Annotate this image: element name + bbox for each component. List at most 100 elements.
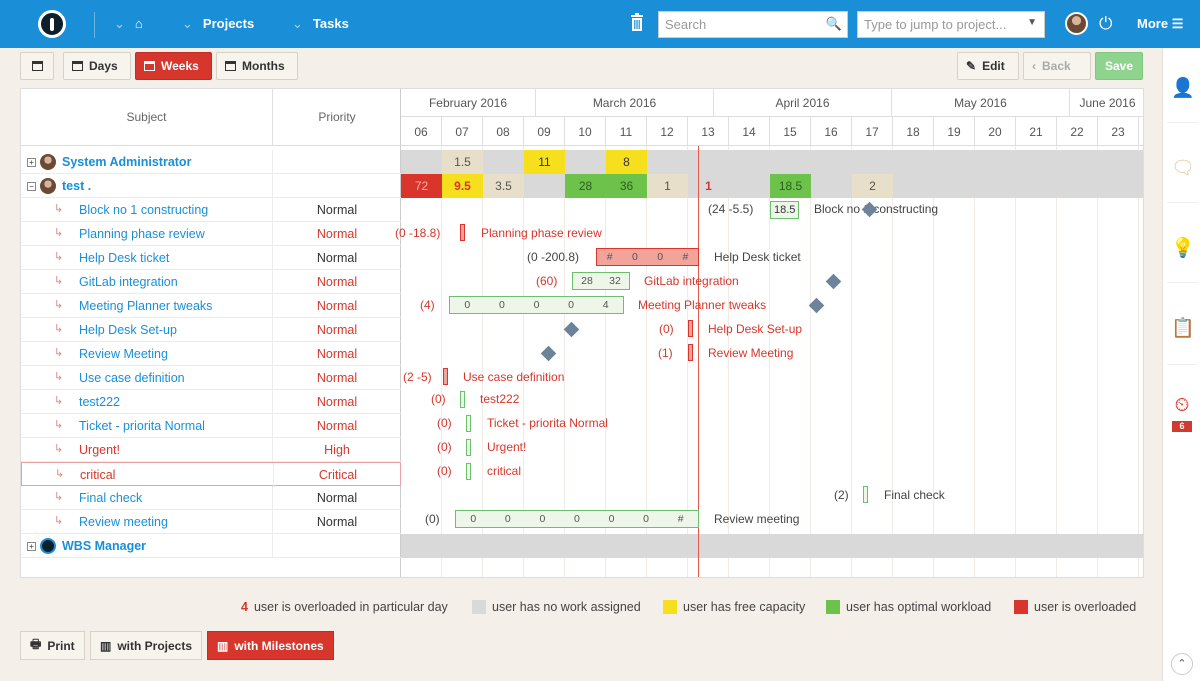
task-bar[interactable] <box>460 391 465 408</box>
print-button[interactable]: 🖶 Print <box>20 631 85 660</box>
more-menu[interactable]: More ☰ <box>1137 16 1183 32</box>
milestone-diamond[interactable] <box>540 345 557 362</box>
bar-value: 0 <box>539 513 546 525</box>
task-bar[interactable] <box>466 439 471 456</box>
search-input[interactable]: Search 🔍 <box>658 11 848 38</box>
task-subject-link[interactable]: Planning phase review <box>79 227 205 241</box>
user-name[interactable]: System Administrator <box>62 155 192 169</box>
table-row[interactable]: ↳ Urgent! High <box>21 438 401 462</box>
collapse-icon[interactable]: − <box>27 181 36 191</box>
table-row[interactable]: ↳ Ticket - priorita Normal Normal <box>21 414 401 438</box>
app-logo[interactable] <box>38 10 66 38</box>
table-row[interactable]: ↳ GitLab integration Normal <box>21 270 401 294</box>
table-row[interactable]: ↳ test222 Normal <box>21 390 401 414</box>
table-row[interactable]: ↳ Final check Normal <box>21 486 401 510</box>
task-bar[interactable]: 0 0 0 0 0 0 # <box>455 510 699 528</box>
user-name[interactable]: test . <box>62 179 92 193</box>
task-box[interactable]: 18.5 <box>770 201 800 219</box>
table-row[interactable]: ↳ Help Desk Set-up Normal <box>21 318 401 342</box>
task-subject-link[interactable]: critical <box>80 468 116 482</box>
user-row-system-administrator[interactable]: + System Administrator <box>21 150 401 174</box>
task-bar[interactable] <box>443 368 448 385</box>
table-row[interactable]: ↳ Planning phase review Normal <box>21 222 401 246</box>
lightbulb-icon[interactable]: 💡 <box>1171 238 1195 259</box>
task-subject-link[interactable]: Use case definition <box>79 371 185 385</box>
priority-column-header[interactable]: Priority <box>273 89 401 146</box>
task-label: Review meeting <box>714 512 800 526</box>
user-row-wbs-manager[interactable]: + WBS Manager <box>21 534 401 558</box>
table-row[interactable]: ↳ Block no 1 constructing Normal <box>21 198 401 222</box>
task-label: Ticket - priorita Normal <box>487 416 608 430</box>
edit-button[interactable]: ✎ Edit <box>957 52 1019 80</box>
user-row-test[interactable]: − test . <box>21 174 401 198</box>
milestone-diamond[interactable] <box>825 273 842 290</box>
legend-no-work: user has no work assigned <box>472 600 641 614</box>
clipboard-icon[interactable]: 📋 <box>1171 318 1195 339</box>
user-avatar[interactable] <box>1065 12 1088 35</box>
home-menu[interactable]: ⌄ ⌂ <box>114 16 143 32</box>
task-bar[interactable]: 28 32 <box>572 272 630 290</box>
scroll-up-icon[interactable]: ⌃ <box>1171 653 1193 675</box>
chat-icon[interactable]: 🗨 <box>1171 158 1196 179</box>
milestone-diamond[interactable] <box>563 321 580 338</box>
task-estimate: (2) <box>834 488 849 502</box>
task-subject-link[interactable]: Meeting Planner tweaks <box>79 299 213 313</box>
search-icon[interactable]: 🔍 <box>825 16 842 31</box>
expand-icon[interactable]: + <box>27 157 36 167</box>
milestone-diamond[interactable] <box>808 297 825 314</box>
projects-menu[interactable]: ⌄ Projects <box>182 16 254 32</box>
task-bar[interactable] <box>688 344 693 361</box>
task-bar[interactable]: 0 0 0 0 4 <box>449 296 624 314</box>
table-row[interactable]: ↳ Meeting Planner tweaks Normal <box>21 294 401 318</box>
save-button[interactable]: Save <box>1095 52 1143 80</box>
task-bar[interactable] <box>466 415 471 432</box>
jump-to-project-select[interactable]: Type to jump to project... ▼ <box>857 11 1045 38</box>
task-subject-link[interactable]: Urgent! <box>79 443 120 457</box>
table-row[interactable]: ↳ Help Desk ticket Normal <box>21 246 401 270</box>
table-row[interactable]: ↳ critical Critical <box>21 462 401 487</box>
months-button[interactable]: Months <box>216 52 298 80</box>
person-icon[interactable]: 👤 <box>1171 78 1195 99</box>
task-subject-link[interactable]: Review meeting <box>79 515 168 529</box>
chevron-down-icon: ⌄ <box>182 16 193 31</box>
trash-icon[interactable] <box>630 13 644 31</box>
task-bar[interactable] <box>460 224 465 241</box>
history-clock-icon[interactable]: ⏲ <box>1174 395 1190 416</box>
task-subject-link[interactable]: Final check <box>79 491 143 505</box>
task-bar[interactable] <box>466 463 471 480</box>
subject-column-header[interactable]: Subject <box>21 89 273 146</box>
task-bar[interactable]: #0 0 # <box>596 248 699 266</box>
calendar-button[interactable] <box>20 52 54 80</box>
week-label: 15 <box>770 117 811 146</box>
task-subject-link[interactable]: test222 <box>79 395 121 409</box>
bar-value: 4 <box>602 299 609 311</box>
table-row[interactable]: ↳ Review Meeting Normal <box>21 342 401 366</box>
task-subject-link[interactable]: Ticket - priorita Normal <box>79 419 205 433</box>
task-subject-link[interactable]: Block no 1 constructing <box>79 203 209 217</box>
subtask-arrow-icon: ↳ <box>54 275 64 287</box>
with-milestones-button[interactable]: ▥ with Milestones <box>207 631 334 660</box>
month-label: April 2016 <box>714 89 892 117</box>
task-bar[interactable] <box>688 320 693 337</box>
tasks-menu[interactable]: ⌄ Tasks <box>292 16 349 32</box>
with-projects-button[interactable]: ▥ with Projects <box>90 631 203 660</box>
expand-icon[interactable]: + <box>27 541 36 551</box>
days-button[interactable]: Days <box>63 52 131 80</box>
task-subject-link[interactable]: Help Desk Set-up <box>79 323 177 337</box>
task-subject-link[interactable]: Help Desk ticket <box>79 251 170 265</box>
user-name[interactable]: WBS Manager <box>62 539 147 553</box>
task-subject-link[interactable]: GitLab integration <box>79 275 178 289</box>
task-label: Help Desk ticket <box>714 250 801 264</box>
workload-row-wbs-manager <box>401 534 1143 558</box>
table-row[interactable]: ↳ Review meeting Normal <box>21 510 401 534</box>
chevron-down-icon: ⌄ <box>292 16 303 31</box>
task-subject-link[interactable]: Review Meeting <box>79 347 168 361</box>
grid-line <box>687 146 688 577</box>
power-icon[interactable]: ⏻ <box>1099 14 1113 33</box>
task-bar[interactable] <box>863 486 868 503</box>
table-row[interactable]: ↳ Use case definition Normal <box>21 366 401 390</box>
week-label: 12 <box>647 117 688 146</box>
weeks-button[interactable]: Weeks <box>135 52 212 80</box>
back-button[interactable]: ‹ Back <box>1023 52 1091 80</box>
grid-line <box>523 146 524 577</box>
